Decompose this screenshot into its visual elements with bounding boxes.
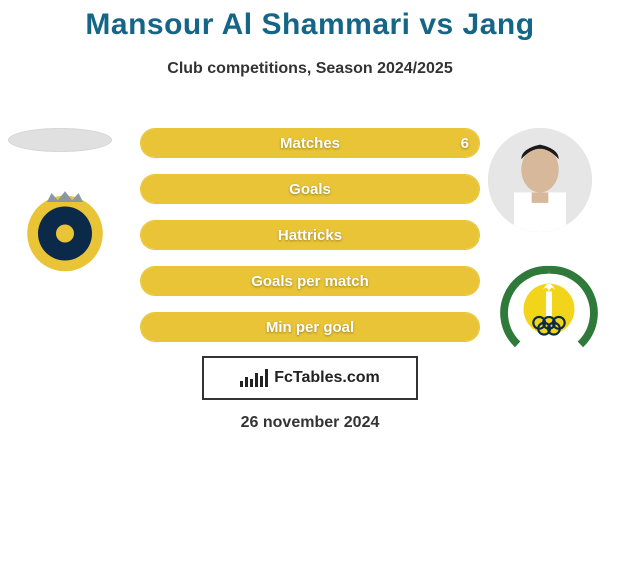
bars-icon xyxy=(240,369,268,387)
stat-row-matches: Matches 6 xyxy=(140,128,480,158)
player-right-club-badge xyxy=(500,264,598,362)
page-title: Mansour Al Shammari vs Jang xyxy=(0,0,620,42)
club-badge-left-icon xyxy=(20,184,110,274)
stat-fill-left xyxy=(141,267,479,295)
stat-row-goals-per-match: Goals per match xyxy=(140,266,480,296)
stat-fill-left xyxy=(141,221,479,249)
stat-value-right: 6 xyxy=(461,129,469,157)
stat-row-hattricks: Hattricks xyxy=(140,220,480,250)
stat-bars: Matches 6 Goals Hattricks Goals per matc… xyxy=(140,128,480,358)
stat-fill-left xyxy=(141,313,479,341)
watermark-text: FcTables.com xyxy=(274,369,380,387)
subtitle: Club competitions, Season 2024/2025 xyxy=(0,60,620,78)
player-right-photo xyxy=(488,128,592,232)
date: 26 november 2024 xyxy=(0,414,620,432)
stat-fill-right xyxy=(141,129,479,157)
player-left-club-badge xyxy=(20,184,110,274)
stat-fill-left xyxy=(141,175,479,203)
avatar-icon xyxy=(488,128,592,232)
stat-row-min-per-goal: Min per goal xyxy=(140,312,480,342)
watermark: FcTables.com xyxy=(202,356,418,400)
stat-row-goals: Goals xyxy=(140,174,480,204)
club-badge-right-icon xyxy=(500,264,598,362)
player-left-photo xyxy=(8,128,112,152)
